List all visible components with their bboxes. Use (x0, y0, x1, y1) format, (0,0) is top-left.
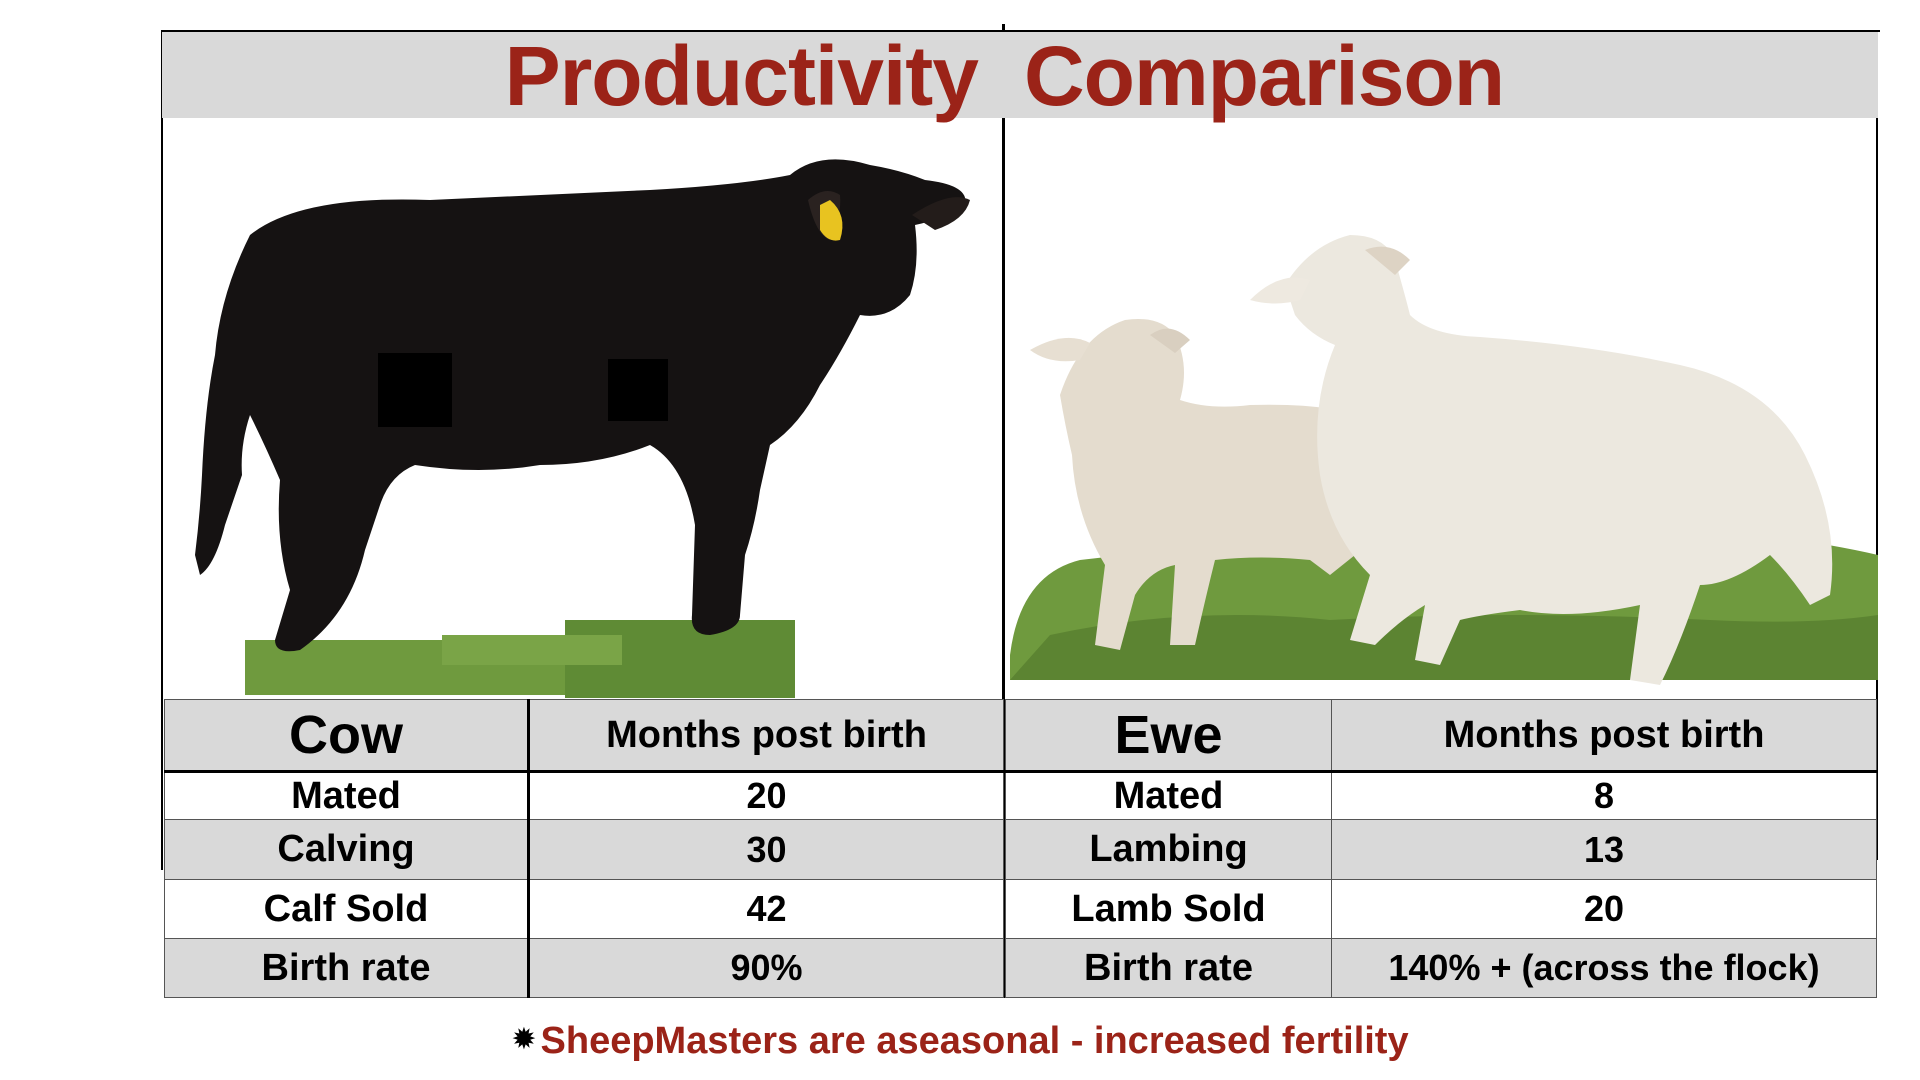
cow-row-value: 20 (528, 771, 1004, 820)
cow-animal-header: Cow (164, 699, 530, 773)
title-band (162, 32, 1878, 118)
cow-row-label: Calving (164, 819, 530, 880)
table-row: Lamb Sold 20 (1005, 879, 1877, 939)
frame-top-line (162, 30, 1880, 32)
ewe-row-label: Mated (1005, 771, 1332, 820)
table-row: Calf Sold 42 (164, 879, 1004, 939)
table-row: Mated 8 (1005, 771, 1877, 820)
table-row: Birth rate 90% (164, 938, 1004, 998)
cow-row-value: 30 (528, 819, 1004, 880)
ewe-row-value: 20 (1331, 879, 1877, 939)
asterisk-icon: ✹ (511, 1023, 537, 1056)
frame-left-line (161, 30, 163, 870)
cow-table: Cow Months post birth Mated 20 Calving 3… (164, 699, 1004, 998)
table-row: Mated 20 (164, 771, 1004, 820)
footnote: ✹ SheepMasters are aseasonal - increased … (0, 1020, 1920, 1063)
ewe-months-header: Months post birth (1331, 699, 1877, 773)
ewe-row-value: 140% + (across the flock) (1331, 938, 1877, 998)
ewe-row-value: 8 (1331, 771, 1877, 820)
cow-photo (195, 159, 970, 698)
ewe-table: Ewe Months post birth Mated 8 Lambing 13… (1005, 699, 1877, 998)
title-left: Productivity (504, 29, 979, 123)
table-row: Lambing 13 (1005, 819, 1877, 880)
sheep-photo (1010, 235, 1878, 685)
table-row: Birth rate 140% + (across the flock) (1005, 938, 1877, 998)
cow-months-header: Months post birth (528, 699, 1004, 773)
cow-row-label: Calf Sold (164, 879, 530, 939)
ewe-animal-header: Ewe (1005, 699, 1332, 773)
title-right: Comparison (1024, 29, 1505, 123)
cow-row-label: Mated (164, 771, 530, 820)
cow-row-label: Birth rate (164, 938, 530, 998)
cow-row-value: 90% (528, 938, 1004, 998)
ewe-row-label: Birth rate (1005, 938, 1332, 998)
frame-center-line (1002, 24, 1005, 998)
frame-right-line (1876, 40, 1878, 860)
footnote-text: SheepMasters are aseasonal - increased f… (540, 1020, 1409, 1062)
ewe-row-label: Lambing (1005, 819, 1332, 880)
cow-row-value: 42 (528, 879, 1004, 939)
ewe-row-value: 13 (1331, 819, 1877, 880)
table-row: Calving 30 (164, 819, 1004, 880)
ewe-row-label: Lamb Sold (1005, 879, 1332, 939)
